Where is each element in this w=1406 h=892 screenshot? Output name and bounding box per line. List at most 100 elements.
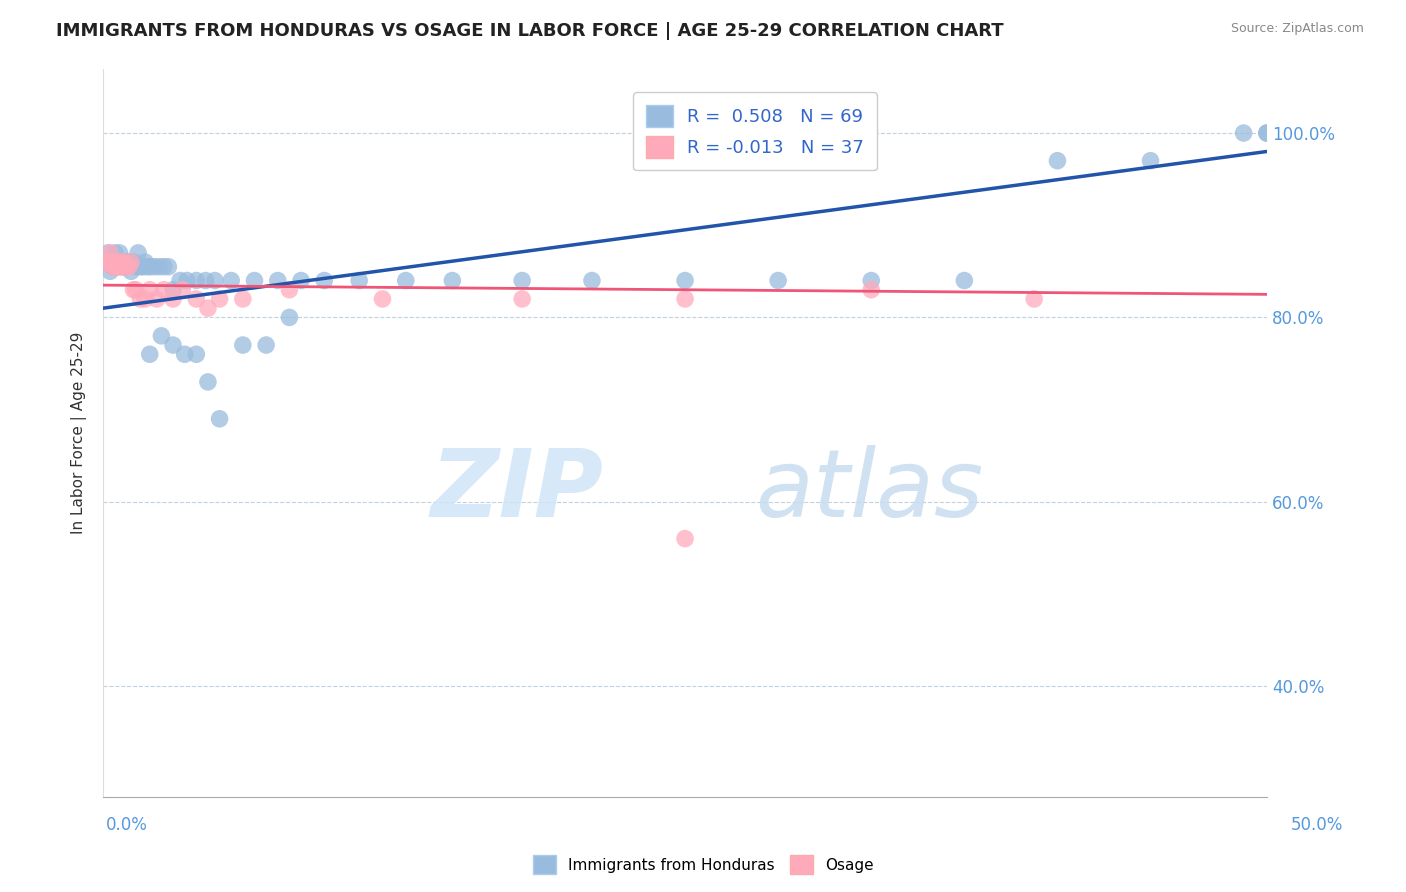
Point: [97, 255, 120, 269]
Point: [94, 255, 117, 269]
Point: [105, 255, 128, 269]
Point: [162, 283, 184, 297]
Text: 0.0%: 0.0%: [105, 816, 148, 834]
Point: [157, 260, 180, 274]
Text: ZIP: ZIP: [430, 445, 603, 537]
Point: [120, 255, 142, 269]
Point: [1139, 153, 1161, 168]
Point: [111, 260, 134, 274]
Point: [115, 260, 138, 274]
Point: [98, 264, 121, 278]
Point: [267, 273, 290, 287]
Point: [134, 255, 156, 269]
Point: [105, 260, 128, 274]
Point: [125, 283, 148, 297]
Point: [510, 273, 533, 287]
Point: [395, 273, 418, 287]
Point: [150, 328, 173, 343]
Point: [145, 292, 167, 306]
Point: [176, 273, 198, 287]
Point: [290, 273, 312, 287]
Point: [101, 255, 124, 269]
Point: [1256, 126, 1278, 140]
Point: [314, 273, 336, 287]
Point: [132, 260, 155, 274]
Point: [232, 338, 254, 352]
Point: [111, 260, 134, 274]
Point: [1024, 292, 1046, 306]
Point: [169, 273, 191, 287]
Point: [143, 260, 166, 274]
Point: [766, 273, 789, 287]
Point: [101, 260, 124, 274]
Point: [120, 255, 142, 269]
Point: [1256, 126, 1278, 140]
Point: [112, 260, 135, 274]
Point: [219, 273, 242, 287]
Point: [194, 273, 217, 287]
Point: [136, 260, 159, 274]
Legend: Immigrants from Honduras, Osage: Immigrants from Honduras, Osage: [526, 849, 880, 880]
Point: [162, 292, 184, 306]
Point: [134, 292, 156, 306]
Point: [104, 255, 127, 269]
Point: [673, 532, 696, 546]
Point: [104, 260, 127, 274]
Text: Source: ZipAtlas.com: Source: ZipAtlas.com: [1230, 22, 1364, 36]
Point: [101, 255, 124, 269]
Point: [148, 260, 170, 274]
Point: [673, 292, 696, 306]
Point: [105, 260, 128, 274]
Point: [254, 338, 277, 352]
Point: [204, 273, 226, 287]
Point: [104, 255, 127, 269]
Point: [105, 255, 128, 269]
Point: [371, 292, 394, 306]
Point: [139, 260, 162, 274]
Point: [1046, 153, 1069, 168]
Point: [108, 245, 131, 260]
Point: [118, 255, 141, 269]
Point: [347, 273, 370, 287]
Point: [173, 347, 195, 361]
Point: [122, 255, 145, 269]
Legend: R =  0.508   N = 69, R = -0.013   N = 37: R = 0.508 N = 69, R = -0.013 N = 37: [633, 92, 877, 170]
Point: [860, 283, 883, 297]
Point: [139, 283, 162, 297]
Point: [232, 292, 254, 306]
Point: [162, 338, 184, 352]
Point: [129, 292, 152, 306]
Point: [673, 273, 696, 287]
Point: [101, 260, 124, 274]
Point: [953, 273, 976, 287]
Point: [111, 255, 134, 269]
Point: [186, 347, 208, 361]
Point: [278, 310, 301, 325]
Point: [98, 245, 121, 260]
Text: 50.0%: 50.0%: [1291, 816, 1343, 834]
Point: [108, 260, 131, 274]
Point: [510, 292, 533, 306]
Point: [139, 347, 162, 361]
Point: [104, 245, 127, 260]
Point: [125, 260, 148, 274]
Text: atlas: atlas: [755, 445, 983, 536]
Point: [441, 273, 464, 287]
Point: [118, 260, 141, 274]
Point: [243, 273, 266, 287]
Point: [98, 255, 121, 269]
Text: IMMIGRANTS FROM HONDURAS VS OSAGE IN LABOR FORCE | AGE 25-29 CORRELATION CHART: IMMIGRANTS FROM HONDURAS VS OSAGE IN LAB…: [56, 22, 1004, 40]
Point: [120, 264, 142, 278]
Point: [172, 283, 194, 297]
Point: [112, 255, 135, 269]
Point: [111, 255, 134, 269]
Point: [197, 301, 219, 315]
Point: [115, 255, 138, 269]
Point: [98, 255, 121, 269]
Point: [94, 255, 117, 269]
Point: [186, 273, 208, 287]
Point: [278, 283, 301, 297]
Point: [197, 375, 219, 389]
Point: [112, 255, 135, 269]
Point: [581, 273, 603, 287]
